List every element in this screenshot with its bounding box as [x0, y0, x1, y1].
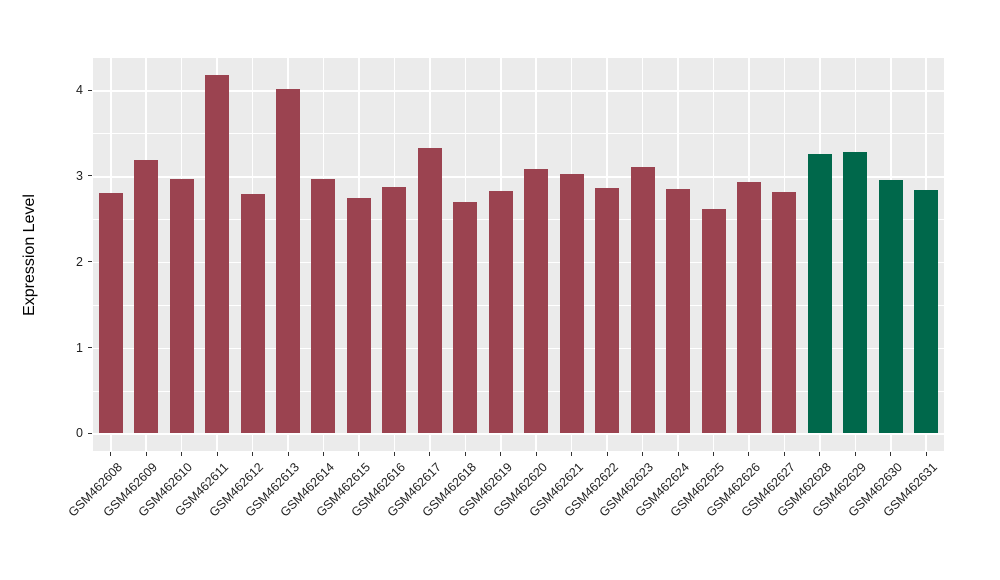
x-tick-mark	[819, 452, 821, 456]
gridline-major	[93, 90, 944, 92]
bar	[311, 178, 336, 434]
bar	[843, 151, 868, 434]
x-tick-mark	[181, 452, 183, 456]
y-tick-mark	[88, 261, 92, 263]
x-tick-mark	[500, 452, 502, 456]
bar	[630, 167, 655, 434]
y-tick-label: 0	[76, 426, 83, 441]
y-tick-label: 4	[76, 83, 83, 98]
x-tick-mark	[252, 452, 254, 456]
bar	[559, 174, 584, 434]
x-tick-mark	[571, 452, 573, 456]
plot-panel	[93, 58, 944, 451]
bar	[488, 190, 513, 434]
x-tick-mark	[854, 452, 856, 456]
bar	[346, 198, 371, 434]
gridline-minor	[93, 133, 944, 134]
x-tick-mark	[358, 452, 360, 456]
gridline-minor	[93, 304, 944, 306]
x-tick-mark	[783, 452, 785, 456]
bar	[595, 187, 620, 434]
bar	[276, 89, 301, 434]
y-tick-mark	[88, 175, 92, 177]
x-tick-mark	[110, 452, 112, 456]
bar	[807, 153, 832, 434]
gridline-major	[93, 433, 944, 435]
bar	[772, 192, 797, 434]
bar	[134, 159, 159, 434]
x-tick-mark	[890, 452, 892, 456]
gridline-major	[93, 261, 944, 264]
y-tick-mark	[88, 347, 92, 349]
x-tick-mark	[925, 452, 927, 456]
y-tick-mark	[88, 89, 92, 91]
x-tick-mark	[287, 452, 289, 456]
bar	[701, 209, 726, 434]
bar	[240, 194, 265, 434]
bar	[98, 193, 123, 434]
y-axis-title: Expression Level	[21, 193, 38, 316]
x-tick-mark	[145, 452, 147, 456]
y-tick-label: 3	[76, 168, 83, 183]
x-tick-mark	[677, 452, 679, 456]
x-tick-mark	[642, 452, 644, 456]
gridline-major	[93, 347, 944, 350]
x-tick-mark	[748, 452, 750, 456]
x-tick-mark	[606, 452, 608, 456]
bar	[382, 187, 407, 434]
bar	[169, 179, 194, 434]
bar	[878, 180, 903, 434]
x-tick-mark	[464, 452, 466, 456]
bar	[417, 147, 442, 434]
x-tick-mark	[216, 452, 218, 456]
bar	[453, 201, 478, 434]
x-tick-mark	[429, 452, 431, 456]
y-tick-mark	[88, 432, 92, 434]
bar	[524, 169, 549, 434]
x-tick-mark	[713, 452, 715, 456]
x-tick-mark	[393, 452, 395, 456]
x-tick-mark	[535, 452, 537, 456]
gridline-minor	[93, 390, 944, 392]
bar	[736, 181, 761, 434]
gridline-major	[93, 175, 944, 178]
bar	[666, 188, 691, 434]
y-tick-label: 2	[76, 254, 83, 269]
bar	[914, 189, 939, 434]
bar	[205, 74, 230, 434]
y-tick-label: 1	[76, 340, 83, 355]
x-tick-mark	[322, 452, 324, 456]
gridline-minor	[93, 218, 944, 220]
